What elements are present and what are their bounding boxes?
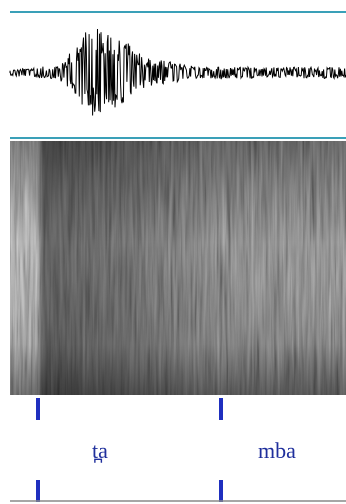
boundaries (36, 398, 223, 502)
waveform (9, 28, 346, 116)
spectrogram-shade (10, 141, 346, 395)
segment-label: t̪a (92, 438, 108, 463)
spectrogram (10, 141, 346, 395)
segment-label: mba (258, 438, 296, 463)
